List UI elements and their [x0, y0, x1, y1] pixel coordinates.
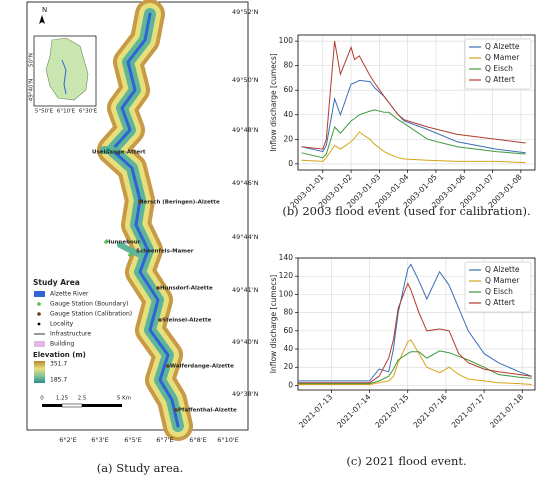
- legend-item: Alzette River: [50, 291, 89, 298]
- legend-item: Gauge Station (Calibration): [50, 311, 132, 318]
- lon-label: 6°5'E: [124, 436, 141, 444]
- place-label: Schoenfels-Mamer: [136, 249, 194, 255]
- caption: (c) 2021 flood event.: [346, 454, 466, 468]
- country-outline: [45, 37, 89, 101]
- y-tick-label: 120: [279, 271, 294, 280]
- lon-label: 6°8'E: [189, 436, 206, 444]
- y-tick-label: 0: [288, 159, 293, 168]
- series-line: [301, 79, 526, 154]
- legend-label: Q Eisch: [485, 287, 513, 296]
- x-tick-label: 2021-07-13: [297, 392, 334, 429]
- legend-item: Building: [50, 341, 75, 348]
- lon-label: 6°7'E: [156, 436, 173, 444]
- legend-item: Locality: [50, 321, 74, 328]
- scale-label: 1.25: [56, 396, 69, 402]
- scale-bar: 0 1.25 2.5 5 Km: [40, 396, 131, 408]
- place-label: Hunsdorf-Alzette: [160, 286, 213, 292]
- y-axis-label: Inflow discharge [cumecs]: [269, 53, 278, 151]
- legend-label: Q Mamer: [485, 276, 520, 285]
- lat-label: 49°41'N: [232, 286, 259, 294]
- legend-label: Q Attert: [485, 298, 515, 307]
- scale-label: 2.5: [78, 396, 87, 402]
- y-tick-label: 100: [279, 289, 294, 298]
- caption: (b) 2003 flood event (used for calibrati…: [282, 204, 530, 218]
- lat-label: 49°44'N: [232, 233, 259, 241]
- lat-label: 49°40'N: [232, 338, 259, 346]
- series-line: [298, 350, 532, 385]
- map-panel: N 50°N 49°40'N 5°50'E 6°10'E 6°30'E Usel…: [26, 0, 259, 475]
- legend-box: [464, 38, 532, 90]
- y-tick-label: 60: [283, 85, 293, 94]
- lat-label: 49°50'N: [232, 76, 259, 84]
- y-tick-label: 140: [279, 253, 294, 262]
- legend-item: Infrastructure: [50, 331, 91, 338]
- legend-label: Q Attert: [485, 75, 515, 84]
- lon-label: 6°10'E: [217, 436, 239, 444]
- lat-label: 49°48'N: [232, 126, 259, 134]
- legend-box: [464, 261, 532, 313]
- legend-label: Q Mamer: [485, 53, 520, 62]
- legend-title: Elevation (m): [33, 351, 86, 359]
- x-tick-label: 2021-07-17: [450, 392, 487, 429]
- y-tick-label: 80: [283, 308, 293, 317]
- x-tick-label: 2021-07-15: [373, 392, 410, 429]
- north-label: N: [42, 6, 47, 14]
- y-tick-label: 40: [283, 344, 293, 353]
- y-tick-label: 0: [288, 380, 293, 389]
- x-tick-label: 2021-07-16: [412, 392, 449, 429]
- x-tick-label: 2021-07-14: [335, 392, 372, 429]
- lat-label: 49°38'N: [232, 390, 259, 398]
- place-label: Walferdange-Alzette: [170, 364, 234, 370]
- map-legend: Study Area Alzette River Gauge Station (…: [33, 278, 132, 384]
- place-label: Useldange-Attert: [92, 150, 146, 156]
- inset-lon: 5°50'E: [35, 109, 54, 115]
- plot-frame: [297, 34, 536, 171]
- lon-label: 6°3'E: [91, 436, 108, 444]
- legend-label: Q Eisch: [485, 64, 513, 73]
- legend-item: 351.7: [50, 361, 67, 368]
- north-arrow: [39, 15, 45, 24]
- place-label: Steinsel-Alzette: [162, 318, 212, 324]
- lat-label: 49°46'N: [232, 179, 259, 187]
- place-label: Hunnebour: [106, 240, 141, 246]
- scale-label: 5 Km: [117, 396, 131, 402]
- y-tick-label: 40: [283, 110, 293, 119]
- y-tick-label: 80: [283, 61, 293, 70]
- y-tick-label: 100: [279, 36, 294, 45]
- places: Useldange-Attert Mersch (Beringen)-Alzet…: [92, 150, 237, 414]
- series-line: [298, 263, 532, 382]
- legend-title: Study Area: [33, 278, 80, 287]
- inset-lon: 6°30'E: [79, 109, 98, 115]
- y-axis-label: Inflow discharge [cumecs]: [269, 275, 278, 373]
- place-label: Pfaffenthal-Alzette: [178, 408, 237, 414]
- inset-lat: 50°N: [29, 53, 35, 67]
- x-tick-label: 2021-07-18: [488, 392, 525, 429]
- y-tick-label: 60: [283, 326, 293, 335]
- series-line: [298, 282, 532, 384]
- lat-label: 49°52'N: [232, 8, 259, 16]
- series-line: [298, 339, 532, 385]
- series-line: [301, 41, 526, 150]
- series-line: [301, 131, 526, 164]
- scale-label: 0: [40, 396, 44, 402]
- inset-lon: 6°10'E: [57, 109, 76, 115]
- series-line: [301, 109, 526, 159]
- plot-frame: [297, 257, 536, 391]
- inset-lat: 49°40'N: [29, 79, 35, 101]
- y-tick-label: 20: [283, 134, 293, 143]
- legend-item: 185.7: [50, 377, 67, 384]
- lon-label: 6°2'E: [59, 436, 76, 444]
- gauges: [104, 148, 178, 412]
- river-corridor: [97, 0, 193, 441]
- y-tick-label: 20: [283, 362, 293, 371]
- legend-label: Q Alzette: [485, 42, 520, 51]
- place-label: Mersch (Beringen)-Alzette: [138, 200, 220, 206]
- legend-label: Q Alzette: [485, 265, 520, 274]
- legend-item: Gauge Station (Boundary): [50, 301, 128, 308]
- caption: (a) Study area.: [97, 461, 184, 475]
- inset-study-area: [61, 59, 67, 95]
